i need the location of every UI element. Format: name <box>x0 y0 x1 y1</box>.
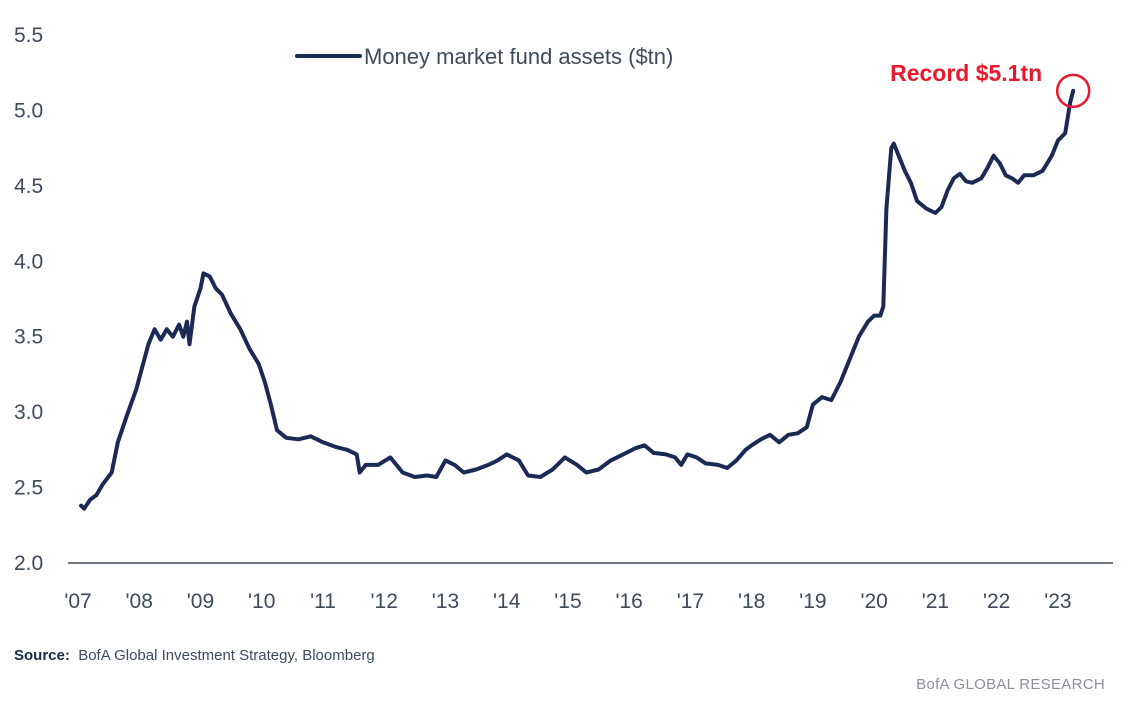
x-axis-labels: '07 '08 '09 '10 '11 '12 '13 '14 '15 '16 '17 '18 '19 '… <box>64 590 1071 613</box>
y-tick-label: 3.5 <box>14 326 43 349</box>
x-tick-label: '11 <box>310 590 336 613</box>
x-tick-label: '08 <box>126 590 153 613</box>
x-tick-label: '07 <box>64 590 91 613</box>
x-tick-label: '21 <box>922 590 949 613</box>
brand-label: BofA GLOBAL RESEARCH <box>916 676 1105 693</box>
y-tick-label: 5.5 <box>14 24 43 47</box>
y-tick-label: 3.0 <box>14 401 43 424</box>
x-tick-label: '09 <box>187 590 214 613</box>
y-tick-label: 2.5 <box>14 477 43 500</box>
source-text: BofA Global Investment Strategy, Bloombe… <box>78 647 375 664</box>
x-tick-label: '17 <box>677 590 704 613</box>
x-tick-label: '20 <box>860 590 887 613</box>
series-line <box>79 88 1076 511</box>
x-tick-label: '16 <box>615 590 642 613</box>
source-label: Source: <box>14 647 70 664</box>
x-tick-label: '10 <box>248 590 275 613</box>
x-tick-label: '12 <box>371 590 398 613</box>
x-tick-label: '14 <box>493 590 521 613</box>
record-circle-marker <box>1055 73 1091 109</box>
x-tick-label: '13 <box>432 590 459 613</box>
y-tick-label: 5.0 <box>14 99 43 122</box>
record-annotation: Record $5.1tn <box>890 60 1091 109</box>
y-axis-labels: 2.0 2.5 3.0 3.5 4.0 4.5 5.0 5.5 <box>14 24 43 575</box>
legend: Money market fund assets ($tn) <box>295 44 673 69</box>
x-tick-label: '22 <box>983 590 1010 613</box>
y-tick-label: 4.0 <box>14 250 43 273</box>
legend-label: Money market fund assets ($tn) <box>364 44 673 69</box>
x-tick-label: '23 <box>1044 590 1071 613</box>
y-tick-label: 2.0 <box>14 552 43 575</box>
source-note: Source: BofA Global Investment Strategy,… <box>14 647 375 664</box>
x-tick-label: '18 <box>738 590 765 613</box>
x-tick-label: '15 <box>554 590 581 613</box>
record-annotation-label: Record $5.1tn <box>890 60 1042 86</box>
y-tick-label: 4.5 <box>14 175 43 198</box>
x-tick-label: '19 <box>799 590 826 613</box>
